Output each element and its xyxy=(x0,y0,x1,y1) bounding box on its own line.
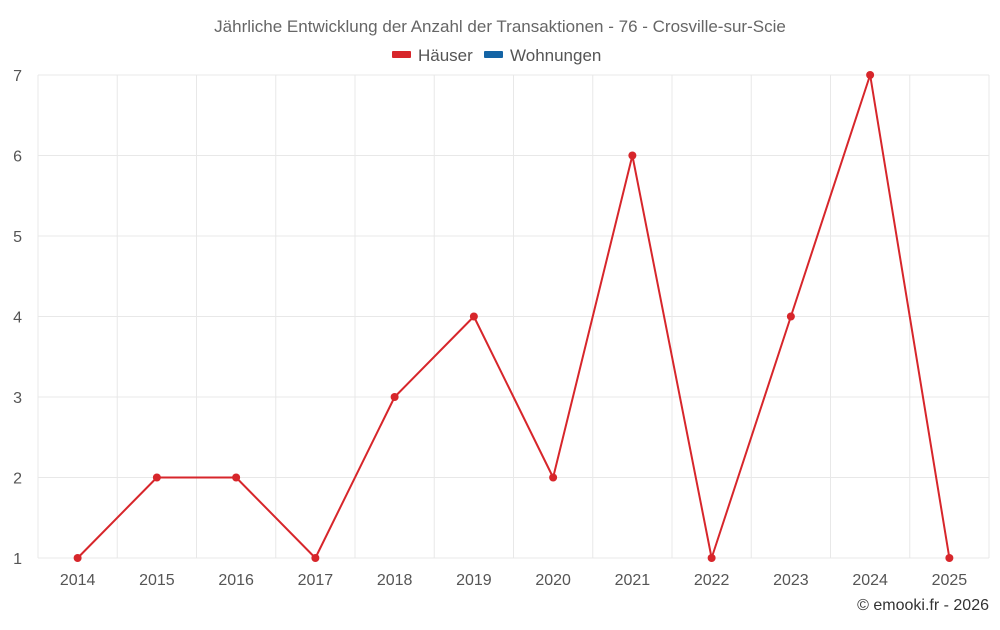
legend-item-haeuser[interactable]: Häuser xyxy=(392,46,473,65)
series-layer xyxy=(73,71,954,562)
legend-swatch-haeuser xyxy=(392,51,411,58)
x-tick-label: 2016 xyxy=(218,572,254,589)
data-point[interactable] xyxy=(390,393,399,401)
x-tick-label: 2017 xyxy=(298,572,334,589)
x-tick-label: 2021 xyxy=(615,572,651,589)
x-tick-label: 2022 xyxy=(694,572,730,589)
x-tick-label: 2023 xyxy=(773,572,809,589)
x-axis-ticks: 2014 2015 2016 2017 2018 2019 2020 2021 2022 2023… xyxy=(60,572,967,589)
y-tick-label: 3 xyxy=(13,390,22,407)
data-point[interactable] xyxy=(469,312,478,321)
x-tick-label: 2020 xyxy=(535,572,571,589)
series-line-0 xyxy=(76,74,951,559)
y-axis-ticks: 1 2 3 4 5 6 7 xyxy=(13,68,22,568)
y-tick-label: 6 xyxy=(13,149,22,166)
x-tick-label: 2024 xyxy=(852,572,888,589)
legend-swatch-wohnungen xyxy=(484,51,503,58)
y-tick-label: 2 xyxy=(13,471,22,488)
x-tick-label: 2019 xyxy=(456,572,492,589)
data-point[interactable] xyxy=(311,554,320,562)
legend-label-wohnungen: Wohnungen xyxy=(510,46,601,65)
grid xyxy=(37,74,990,559)
x-tick-label: 2014 xyxy=(60,572,96,589)
y-tick-label: 4 xyxy=(13,310,22,327)
data-point[interactable] xyxy=(866,71,875,79)
x-tick-label: 2025 xyxy=(932,572,968,589)
x-tick-label: 2018 xyxy=(377,572,413,589)
legend: Häuser Wohnungen xyxy=(392,46,601,65)
chart-title: Jährliche Entwicklung der Anzahl der Tra… xyxy=(214,17,786,36)
data-point[interactable] xyxy=(707,554,716,562)
data-point[interactable] xyxy=(152,473,161,482)
x-tick-label: 2015 xyxy=(139,572,175,589)
y-tick-label: 7 xyxy=(13,68,22,85)
legend-item-wohnungen[interactable]: Wohnungen xyxy=(484,46,601,65)
data-point[interactable] xyxy=(786,312,795,321)
y-tick-label: 1 xyxy=(13,551,22,568)
y-tick-label: 5 xyxy=(13,229,22,246)
credit-text: © emooki.fr - 2026 xyxy=(857,597,989,614)
data-point[interactable] xyxy=(232,473,241,482)
data-point[interactable] xyxy=(73,554,82,562)
data-point[interactable] xyxy=(549,473,558,482)
data-point[interactable] xyxy=(945,554,954,562)
legend-label-haeuser: Häuser xyxy=(418,46,473,65)
data-point[interactable] xyxy=(628,151,637,160)
